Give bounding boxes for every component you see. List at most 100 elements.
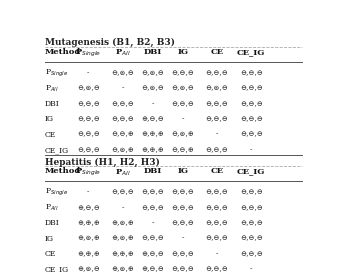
Text: ⊖,⊖,⊖: ⊖,⊖,⊖ — [172, 265, 194, 273]
Text: P$_{All}$: P$_{All}$ — [45, 203, 59, 213]
Text: P$_{Single}$: P$_{Single}$ — [75, 48, 101, 59]
Text: ⊖,⊖,⊖: ⊖,⊖,⊖ — [141, 235, 164, 243]
Text: CE: CE — [211, 167, 224, 175]
Text: ⊕,⊚,⊖: ⊕,⊚,⊖ — [77, 265, 100, 273]
Text: ⊖,⊚,⊕: ⊖,⊚,⊕ — [172, 130, 194, 139]
Text: -: - — [216, 130, 218, 139]
Text: P$_{All}$: P$_{All}$ — [115, 167, 130, 178]
Text: Method: Method — [45, 167, 81, 175]
Text: CE_IG: CE_IG — [237, 48, 265, 56]
Text: CE: CE — [211, 48, 224, 56]
Text: P$_{All}$: P$_{All}$ — [45, 83, 59, 94]
Text: ⊖,⊖,⊖: ⊖,⊖,⊖ — [206, 146, 228, 154]
Text: ⊖,⊖,⊖: ⊖,⊖,⊖ — [172, 100, 194, 108]
Text: ⊖,⊖,⊖: ⊖,⊖,⊖ — [141, 204, 164, 212]
Text: ⊖,⊚,⊖: ⊖,⊚,⊖ — [172, 85, 194, 93]
Text: ⊖,⊖,⊖: ⊖,⊖,⊖ — [172, 189, 194, 197]
Text: ⊖,⊖,⊖: ⊖,⊖,⊖ — [77, 115, 100, 123]
Text: ⊕,⊕,⊕: ⊕,⊕,⊕ — [141, 130, 164, 139]
Text: ⊖,⊖,⊖: ⊖,⊖,⊖ — [77, 100, 100, 108]
Text: ⊕,⊖,⊖: ⊕,⊖,⊖ — [141, 250, 164, 258]
Text: -: - — [152, 100, 154, 108]
Text: -: - — [250, 265, 253, 273]
Text: DBI: DBI — [144, 48, 162, 56]
Text: ⊖,⊖,⊖: ⊖,⊖,⊖ — [240, 189, 263, 197]
Text: ⊕,⊖,⊖: ⊕,⊖,⊖ — [141, 115, 164, 123]
Text: ⊕,⊕,⊕: ⊕,⊕,⊕ — [141, 146, 164, 154]
Text: -: - — [250, 146, 253, 154]
Text: IG: IG — [45, 235, 54, 243]
Text: ⊖,⊖,⊖: ⊖,⊖,⊖ — [240, 250, 263, 258]
Text: ⊕,⊚,⊕: ⊕,⊚,⊕ — [111, 219, 134, 227]
Text: -: - — [182, 115, 184, 123]
Text: Mutagenesis (B1, B2, B3): Mutagenesis (B1, B2, B3) — [45, 38, 175, 47]
Text: ⊖,⊖,⊖: ⊖,⊖,⊖ — [240, 85, 263, 93]
Text: -: - — [152, 219, 154, 227]
Text: IG: IG — [45, 115, 54, 123]
Text: Method: Method — [45, 48, 81, 56]
Text: CE: CE — [45, 130, 56, 139]
Text: ⊖,⊖,⊖: ⊖,⊖,⊖ — [111, 115, 134, 123]
Text: -: - — [87, 189, 89, 197]
Text: -: - — [87, 69, 89, 77]
Text: ⊖,⊖,⊕: ⊖,⊖,⊕ — [111, 130, 134, 139]
Text: DBI: DBI — [45, 219, 60, 227]
Text: ⊕,⊕,⊕: ⊕,⊕,⊕ — [111, 250, 134, 258]
Text: ⊖,⊖,⊖: ⊖,⊖,⊖ — [172, 69, 194, 77]
Text: ⊖,⊖,⊖: ⊖,⊖,⊖ — [206, 100, 228, 108]
Text: ⊖,⊖,⊖: ⊖,⊖,⊖ — [240, 219, 263, 227]
Text: ⊖,⊖,⊖: ⊖,⊖,⊖ — [206, 204, 228, 212]
Text: IG: IG — [177, 167, 188, 175]
Text: P$_{Single}$: P$_{Single}$ — [45, 68, 68, 79]
Text: ⊖,⊚,⊖: ⊖,⊚,⊖ — [111, 69, 134, 77]
Text: ⊕,⊕,⊕: ⊕,⊕,⊕ — [77, 219, 100, 227]
Text: ⊕,⊚,⊕: ⊕,⊚,⊕ — [111, 265, 134, 273]
Text: ⊖,⊖,⊖: ⊖,⊖,⊖ — [240, 235, 263, 243]
Text: ⊖,⊖,⊖: ⊖,⊖,⊖ — [111, 189, 134, 197]
Text: ⊖,⊖,⊖: ⊖,⊖,⊖ — [111, 100, 134, 108]
Text: ⊖,⊖,⊖: ⊖,⊖,⊖ — [206, 265, 228, 273]
Text: DBI: DBI — [45, 100, 60, 108]
Text: -: - — [182, 235, 184, 243]
Text: ⊖,⊖,⊖: ⊖,⊖,⊖ — [240, 115, 263, 123]
Text: ⊖,⊚,⊖: ⊖,⊚,⊖ — [206, 85, 228, 93]
Text: P$_{Single}$: P$_{Single}$ — [75, 167, 101, 178]
Text: ⊖,⊖,⊕: ⊖,⊖,⊕ — [172, 146, 194, 154]
Text: ⊖,⊚,⊖: ⊖,⊚,⊖ — [77, 85, 100, 93]
Text: CE_IG: CE_IG — [45, 265, 69, 273]
Text: ⊖,⊖,⊖: ⊖,⊖,⊖ — [206, 219, 228, 227]
Text: ⊖,⊖,⊖: ⊖,⊖,⊖ — [240, 204, 263, 212]
Text: ⊕,⊖,⊖: ⊕,⊖,⊖ — [77, 204, 100, 212]
Text: ⊖,⊖,⊖: ⊖,⊖,⊖ — [206, 69, 228, 77]
Text: ⊖,⊖,⊖: ⊖,⊖,⊖ — [141, 189, 164, 197]
Text: ⊖,⊖,⊖: ⊖,⊖,⊖ — [77, 146, 100, 154]
Text: ⊕,⊚,⊕: ⊕,⊚,⊕ — [111, 235, 134, 243]
Text: CE: CE — [45, 250, 56, 258]
Text: ⊖,⊖,⊖: ⊖,⊖,⊖ — [172, 204, 194, 212]
Text: -: - — [121, 85, 124, 93]
Text: ⊖,⊖,⊖: ⊖,⊖,⊖ — [240, 69, 263, 77]
Text: IG: IG — [177, 48, 188, 56]
Text: ⊖,⊖,⊖: ⊖,⊖,⊖ — [240, 100, 263, 108]
Text: ⊖,⊚,⊕: ⊖,⊚,⊕ — [111, 146, 134, 154]
Text: ⊕,⊖,⊖: ⊕,⊖,⊖ — [141, 265, 164, 273]
Text: ⊖,⊖,⊖: ⊖,⊖,⊖ — [172, 250, 194, 258]
Text: ⊖,⊖,⊖: ⊖,⊖,⊖ — [206, 189, 228, 197]
Text: ⊖,⊚,⊖: ⊖,⊚,⊖ — [141, 85, 164, 93]
Text: P$_{Single}$: P$_{Single}$ — [45, 187, 68, 198]
Text: DBI: DBI — [144, 167, 162, 175]
Text: ⊖,⊖,⊖: ⊖,⊖,⊖ — [77, 130, 100, 139]
Text: ⊕,⊕,⊕: ⊕,⊕,⊕ — [77, 250, 100, 258]
Text: ⊖,⊖,⊖: ⊖,⊖,⊖ — [240, 130, 263, 139]
Text: ⊖,⊖,⊖: ⊖,⊖,⊖ — [206, 235, 228, 243]
Text: -: - — [121, 204, 124, 212]
Text: Hepatitis (H1, H2, H3): Hepatitis (H1, H2, H3) — [45, 158, 160, 167]
Text: CE_IG: CE_IG — [237, 167, 265, 175]
Text: ⊖,⊚,⊖: ⊖,⊚,⊖ — [141, 69, 164, 77]
Text: CE_IG: CE_IG — [45, 146, 69, 154]
Text: -: - — [216, 250, 218, 258]
Text: ⊖,⊖,⊖: ⊖,⊖,⊖ — [172, 219, 194, 227]
Text: P$_{All}$: P$_{All}$ — [115, 48, 130, 58]
Text: ⊖,⊖,⊖: ⊖,⊖,⊖ — [206, 115, 228, 123]
Text: ⊕,⊚,⊕: ⊕,⊚,⊕ — [77, 235, 100, 243]
